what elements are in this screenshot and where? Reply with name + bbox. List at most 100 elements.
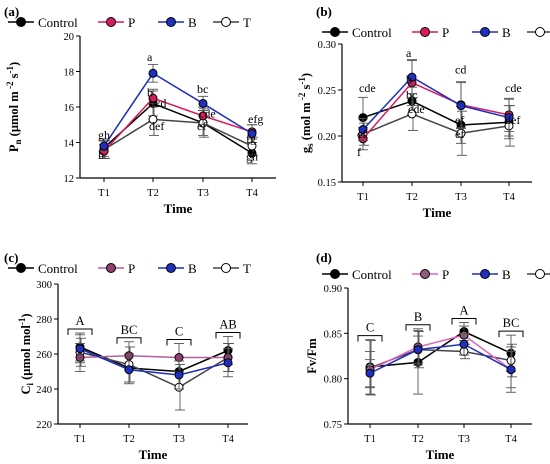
data-point bbox=[456, 128, 466, 138]
significance-letter: ef bbox=[455, 113, 464, 127]
series-p bbox=[358, 59, 514, 151]
legend-marker bbox=[166, 17, 176, 27]
y-tick-label: 300 bbox=[36, 280, 52, 291]
legend-label: B bbox=[188, 261, 197, 276]
legend-label: T bbox=[243, 15, 251, 30]
x-tick-label: T4 bbox=[503, 192, 515, 203]
legend-marker bbox=[420, 27, 430, 37]
y-tick-label: 240 bbox=[36, 385, 52, 396]
legend-marker bbox=[221, 17, 231, 27]
group-letter: C bbox=[366, 321, 374, 335]
series-b bbox=[365, 332, 516, 393]
group-bracket bbox=[116, 337, 142, 344]
legend-marker bbox=[106, 17, 116, 27]
significance-letter: bcd bbox=[149, 96, 166, 110]
significance-letter: ef bbox=[197, 119, 206, 133]
chart-panel-2: (b)ControlPBT0.150.200.250.30T1T2T3T4Tim… bbox=[297, 4, 550, 220]
y-tick-label: 0.75 bbox=[324, 420, 342, 431]
x-tick-label: T2 bbox=[412, 434, 424, 445]
series-line bbox=[79, 348, 229, 376]
legend-marker bbox=[16, 17, 26, 27]
group-letter: AB bbox=[219, 318, 236, 332]
data-point bbox=[407, 72, 417, 82]
y-tick-label: 0.90 bbox=[324, 284, 342, 295]
group-letter: B bbox=[414, 310, 422, 324]
legend-marker bbox=[480, 27, 490, 37]
series-line bbox=[362, 76, 510, 131]
significance-letter: bc bbox=[197, 82, 208, 96]
y-tick-label: 260 bbox=[36, 350, 52, 361]
series-control bbox=[358, 86, 514, 144]
x-tick-label: T3 bbox=[458, 434, 470, 445]
series-b bbox=[358, 60, 514, 142]
series-line bbox=[362, 100, 510, 126]
chart-panel-4: (d)ControlPBT0.750.800.850.90T1T2T3T4Tim… bbox=[305, 250, 550, 462]
significance-letter: a bbox=[147, 50, 153, 64]
group-bracket bbox=[166, 339, 192, 346]
group-letter: BC bbox=[503, 316, 520, 330]
significance-letter: cd bbox=[455, 62, 466, 76]
data-point bbox=[174, 353, 184, 362]
significance-letter: ef bbox=[357, 127, 366, 141]
group-bracket bbox=[215, 332, 241, 339]
data-point bbox=[456, 101, 466, 111]
series-line bbox=[369, 334, 512, 371]
group-bracket bbox=[498, 330, 524, 338]
group-bracket bbox=[357, 335, 383, 342]
x-axis-label: Time bbox=[426, 447, 455, 462]
group-bracket bbox=[67, 328, 93, 335]
y-tick-label: 0.15 bbox=[318, 178, 336, 189]
series-b bbox=[99, 63, 257, 152]
legend-label: P bbox=[128, 15, 135, 30]
series-line bbox=[103, 72, 253, 147]
y-tick-label: 280 bbox=[36, 315, 52, 326]
legend-marker bbox=[420, 269, 430, 279]
data-point bbox=[506, 365, 516, 375]
series-p bbox=[365, 325, 516, 389]
legend-label: B bbox=[188, 15, 197, 30]
data-point bbox=[99, 141, 109, 151]
data-point bbox=[198, 111, 208, 121]
panel-label: (a) bbox=[4, 4, 19, 19]
panel-label: (d) bbox=[316, 250, 332, 265]
x-axis-label: Time bbox=[139, 447, 168, 462]
series-line bbox=[103, 97, 253, 152]
data-point bbox=[247, 129, 257, 139]
series-line bbox=[79, 346, 229, 373]
panel-label: (b) bbox=[316, 4, 332, 19]
series-t bbox=[358, 96, 515, 156]
x-tick-label: T2 bbox=[406, 192, 418, 203]
significance-letter: cde bbox=[359, 81, 376, 95]
y-axis-label: Ci (µmol mol-1) bbox=[17, 313, 35, 394]
x-axis-label: Time bbox=[164, 201, 193, 216]
data-point bbox=[198, 98, 208, 108]
legend-marker bbox=[330, 269, 340, 279]
data-point bbox=[148, 93, 158, 103]
significance-letter: gh bbox=[246, 149, 258, 163]
y-tick-label: 14 bbox=[64, 139, 75, 150]
significance-letter: def bbox=[149, 119, 164, 133]
data-point bbox=[365, 368, 375, 378]
legend-marker bbox=[330, 27, 340, 37]
significance-letter: fg bbox=[246, 132, 256, 146]
significance-letter: f bbox=[357, 145, 361, 159]
significance-letter: bc bbox=[406, 88, 417, 102]
data-point bbox=[223, 358, 233, 368]
significance-letter: efg bbox=[248, 112, 263, 126]
series-line bbox=[103, 118, 253, 151]
x-tick-label: T1 bbox=[98, 188, 110, 199]
significance-letter: a bbox=[406, 46, 412, 60]
y-tick-label: 20 bbox=[64, 32, 75, 43]
legend-marker bbox=[16, 263, 26, 273]
series-control bbox=[99, 90, 257, 165]
y-tick-label: 0.30 bbox=[318, 40, 336, 51]
legend-marker bbox=[221, 263, 231, 273]
legend-marker bbox=[480, 269, 490, 279]
legend-label: B bbox=[502, 267, 511, 282]
data-point bbox=[174, 370, 184, 380]
x-tick-label: T4 bbox=[505, 434, 517, 445]
significance-letter: cde bbox=[408, 102, 425, 116]
significance-letter: cde bbox=[199, 107, 216, 121]
group-letter: A bbox=[459, 303, 468, 317]
series-p bbox=[99, 88, 257, 159]
